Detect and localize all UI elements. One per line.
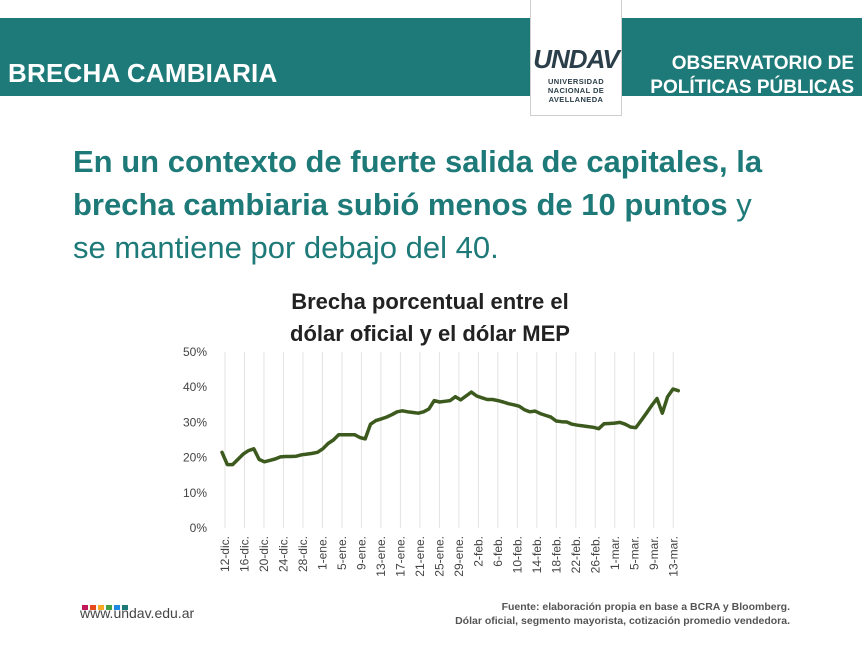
y-axis: 0% 10% 20% 30% 40% 50%	[183, 345, 207, 535]
brand-dot	[90, 605, 96, 610]
chart-title-line1: Brecha porcentual entre el	[291, 289, 569, 314]
x-tick-label: 9-mar.	[647, 536, 661, 570]
chart-title: Brecha porcentual entre el dólar oficial…	[240, 286, 620, 350]
brand-color-dots	[82, 597, 130, 615]
x-tick-label: 5-mar.	[627, 536, 641, 570]
x-tick-label: 14-feb.	[530, 536, 544, 573]
logo-wordmark: UNDAV	[533, 44, 620, 74]
source-line2: Dólar oficial, segmento mayorista, cotiz…	[455, 615, 790, 627]
x-tick-label: 5-ene.	[335, 536, 349, 570]
y-tick-label: 20%	[183, 451, 207, 465]
y-tick-label: 50%	[183, 345, 207, 359]
y-tick-label: 10%	[183, 486, 207, 500]
y-tick-label: 0%	[190, 521, 208, 535]
y-tick-label: 30%	[183, 415, 207, 429]
x-tick-label: 28-dic.	[296, 536, 310, 572]
brand-dot	[82, 605, 88, 610]
source-line1: Fuente: elaboración propia en base a BCR…	[501, 601, 790, 613]
x-tick-label: 1-mar.	[608, 536, 622, 570]
chart-title-line2: dólar oficial y el dólar MEP	[290, 321, 570, 346]
observatory-title: OBSERVATORIO DE POLÍTICAS PÚBLICAS	[650, 52, 854, 100]
x-axis: 12-dic. 16-dic. 20-dic. 24-dic. 28-dic. 1-ene…	[218, 536, 680, 577]
x-tick-label: 9-ene.	[354, 536, 368, 570]
observatory-title-line2: POLÍTICAS PÚBLICAS	[650, 77, 854, 98]
headline: En un contexto de fuerte salida de capit…	[73, 140, 773, 269]
logo-subtitle-line1: UNIVERSIDAD	[547, 77, 605, 86]
brand-dot	[106, 605, 112, 610]
headline-normal: y se mantiene por debajo del 40.	[73, 187, 752, 265]
website-url[interactable]: www.undav.edu.ar	[80, 605, 195, 621]
x-tick-label: 20-dic.	[257, 536, 271, 572]
x-tick-label: 6-feb.	[491, 536, 505, 567]
x-tick-label: 22-feb.	[569, 536, 583, 573]
brand-dot	[114, 605, 120, 610]
x-tick-label: 1-ene.	[315, 536, 329, 570]
x-tick-label: 17-ene.	[393, 536, 407, 577]
x-tick-label: 29-ene.	[452, 536, 466, 577]
x-tick-label: 18-feb.	[549, 536, 563, 573]
logo-subtitle-line2: NACIONAL DE	[547, 86, 605, 95]
chart-grid	[224, 352, 674, 528]
header-bar: BRECHA CAMBIARIA OBSERVATORIO DE POLÍTIC…	[0, 18, 862, 98]
x-tick-label: 13-mar.	[666, 536, 680, 577]
observatory-title-line1: OBSERVATORIO DE	[671, 53, 854, 74]
logo-subtitle: UNIVERSIDAD NACIONAL DE AVELLANEDA	[531, 77, 621, 104]
x-tick-label: 21-ene.	[413, 536, 427, 577]
brand-dot	[98, 605, 104, 610]
x-tick-label: 10-feb.	[510, 536, 524, 573]
x-tick-label: 13-ene.	[374, 536, 388, 577]
source-note: Fuente: elaboración propia en base a BCR…	[455, 600, 790, 628]
brand-dot	[122, 605, 128, 610]
y-tick-label: 40%	[183, 380, 207, 394]
x-tick-label: 25-ene.	[432, 536, 446, 577]
undav-logo: UNDAV UNIVERSIDAD NACIONAL DE AVELLANEDA	[530, 0, 622, 116]
x-tick-label: 26-feb.	[588, 536, 602, 573]
x-tick-label: 12-dic.	[218, 536, 232, 572]
series-line	[220, 387, 681, 467]
x-tick-label: 16-dic.	[237, 536, 251, 572]
x-tick-label: 24-dic.	[276, 536, 290, 572]
headline-bold: En un contexto de fuerte salida de capit…	[73, 144, 763, 222]
logo-subtitle-line3: AVELLANEDA	[548, 95, 604, 104]
page-section-title: BRECHA CAMBIARIA	[8, 58, 278, 88]
x-tick-label: 2-feb.	[471, 536, 485, 567]
chart-series	[220, 387, 681, 467]
